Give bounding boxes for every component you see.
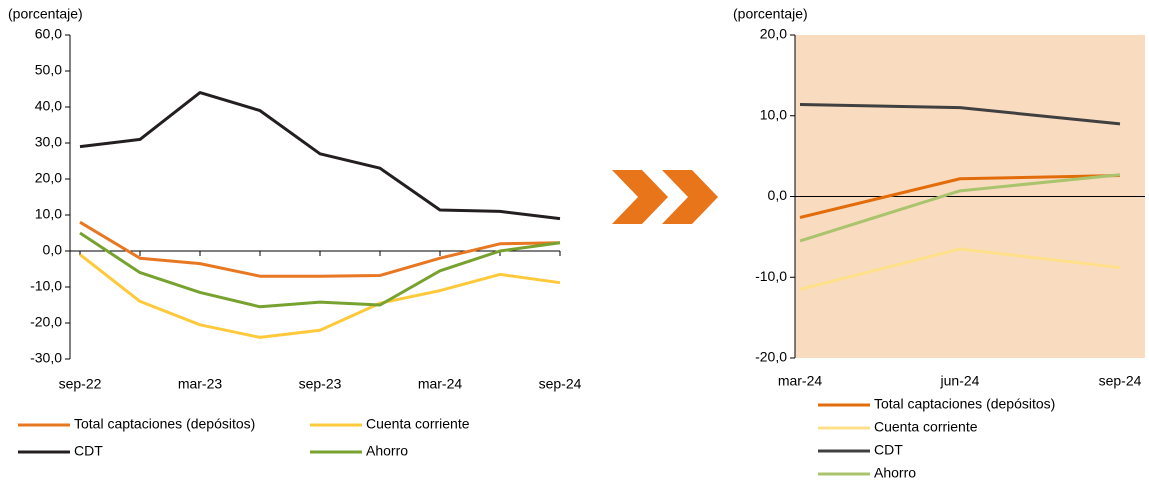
legend-label: CDT bbox=[874, 442, 903, 458]
y-tick-label: 20,0 bbox=[35, 170, 62, 186]
y-tick-label: -20,0 bbox=[755, 349, 787, 365]
series-line bbox=[799, 247, 1121, 291]
series-line bbox=[799, 173, 1121, 243]
chevron bbox=[612, 170, 668, 224]
y-tick-label: 40,0 bbox=[35, 98, 62, 114]
series-line bbox=[79, 253, 561, 339]
legend-label: Ahorro bbox=[366, 443, 408, 459]
y-tick-label: 0,0 bbox=[768, 187, 788, 203]
y-tick-label: -30,0 bbox=[30, 350, 62, 366]
y-axis-label: (porcentaje) bbox=[8, 6, 83, 22]
x-tick-label: mar-24 bbox=[778, 373, 823, 389]
legend-label: Total captaciones (depósitos) bbox=[74, 416, 255, 432]
y-tick-label: 10,0 bbox=[760, 106, 787, 122]
x-tick-label: jun-24 bbox=[940, 373, 980, 389]
legend-label: Ahorro bbox=[874, 465, 916, 481]
y-tick-label: 20,0 bbox=[760, 26, 787, 42]
legend-label: Cuenta corriente bbox=[874, 419, 978, 435]
y-tick-label: 10,0 bbox=[35, 206, 62, 222]
y-tick-label: 30,0 bbox=[35, 134, 62, 150]
x-tick-label: sep-24 bbox=[1099, 373, 1142, 389]
legend-label: Total captaciones (depósitos) bbox=[874, 396, 1055, 412]
x-tick-label: sep-23 bbox=[299, 376, 342, 392]
x-tick-label: mar-23 bbox=[178, 376, 223, 392]
y-tick-label: -10,0 bbox=[30, 278, 62, 294]
x-tick-label: sep-22 bbox=[59, 376, 102, 392]
legend-label: Cuenta corriente bbox=[366, 416, 470, 432]
series-line bbox=[79, 231, 561, 309]
y-tick-label: -10,0 bbox=[755, 268, 787, 284]
arrows bbox=[612, 170, 718, 224]
series-line bbox=[799, 102, 1121, 126]
y-tick-label: -20,0 bbox=[30, 314, 62, 330]
series-line bbox=[79, 91, 561, 221]
series-line bbox=[799, 174, 1121, 219]
y-axis-label: (porcentaje) bbox=[733, 6, 808, 22]
y-tick-label: 60,0 bbox=[35, 26, 62, 42]
y-tick-label: 0,0 bbox=[43, 242, 63, 258]
x-tick-label: sep-24 bbox=[539, 376, 582, 392]
chevron bbox=[662, 170, 718, 224]
x-tick-label: mar-24 bbox=[418, 376, 463, 392]
series-line bbox=[79, 220, 561, 278]
legend-label: CDT bbox=[74, 443, 103, 459]
y-tick-label: 50,0 bbox=[35, 62, 62, 78]
